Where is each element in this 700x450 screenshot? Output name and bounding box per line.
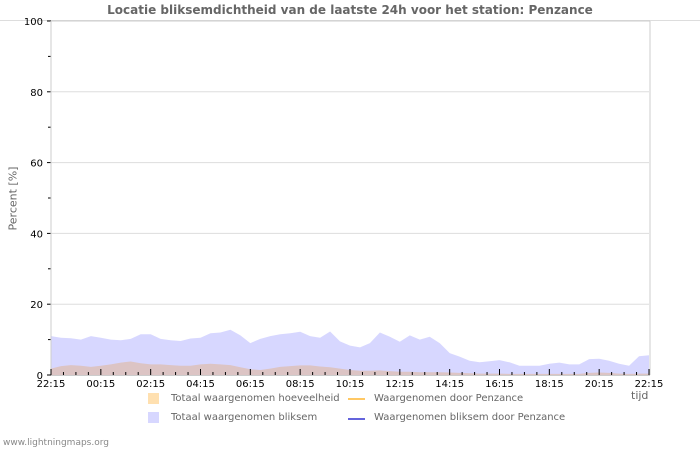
legend-label: Waargenomen bliksem door Penzance <box>374 412 566 423</box>
source-credit: www.lightningmaps.org <box>3 438 109 448</box>
x-tick-label: 02:15 <box>136 379 165 390</box>
legend-label: Totaal waargenomen bliksem <box>171 412 318 423</box>
x-tick-label: 08:15 <box>286 379 315 390</box>
y-tick-label: 40 <box>30 229 43 240</box>
chart-title: Locatie bliksemdichtheid van de laatste … <box>107 3 593 17</box>
legend-line-observed-by-station <box>348 398 365 400</box>
x-tick-label: 12:15 <box>385 379 414 390</box>
x-tick-label: 14:15 <box>435 379 464 390</box>
x-tick-label: 16:15 <box>485 379 514 390</box>
legend-swatch-total-amount <box>148 393 159 404</box>
legend-label: Totaal waargenomen hoeveelheid <box>171 393 340 404</box>
y-tick-label: 100 <box>24 17 43 28</box>
x-tick-label: 22:15 <box>37 379 66 390</box>
x-tick-label: 00:15 <box>86 379 115 390</box>
area-total-lightning <box>51 329 649 375</box>
x-tick-label: 06:15 <box>236 379 265 390</box>
x-tick-label: 10:15 <box>336 379 365 390</box>
x-tick-label: 22:15 <box>635 379 664 390</box>
x-tick-label: 04:15 <box>186 379 215 390</box>
legend-line-lightning-by-station <box>348 418 365 420</box>
x-axis-label: tijd <box>631 389 649 402</box>
legend-swatch-total-lightning <box>148 412 159 423</box>
x-tick-label: 18:15 <box>535 379 564 390</box>
y-tick-label: 60 <box>30 159 43 170</box>
y-tick-label: 0 <box>37 371 43 382</box>
y-tick-label: 80 <box>30 88 43 99</box>
y-tick-label: 20 <box>30 300 43 311</box>
x-tick-label: 20:15 <box>585 379 614 390</box>
legend-label: Waargenomen door Penzance <box>374 393 524 404</box>
